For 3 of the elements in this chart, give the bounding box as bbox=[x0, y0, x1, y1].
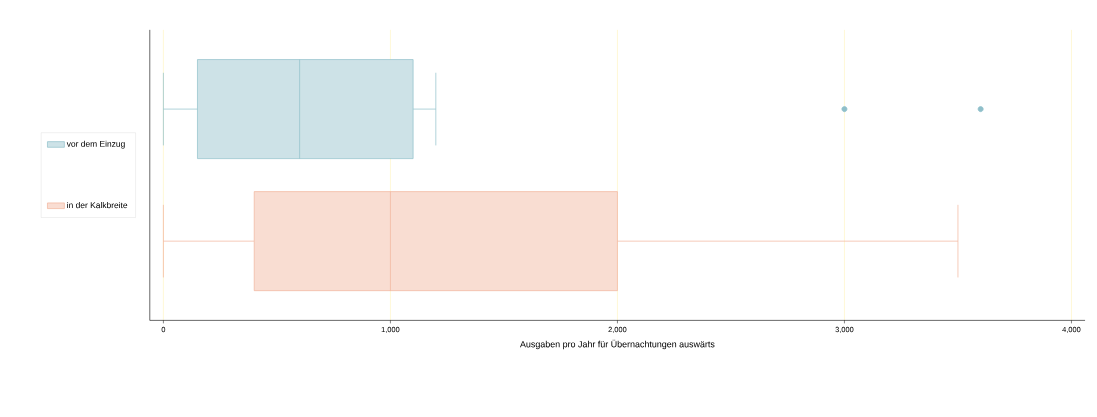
legend-label: in der Kalkbreite bbox=[67, 202, 128, 209]
x-axis-title: Ausgaben pro Jahr für Übernachtungen auswärts bbox=[519, 339, 715, 350]
legend-label: vor dem Einzug bbox=[66, 140, 125, 149]
